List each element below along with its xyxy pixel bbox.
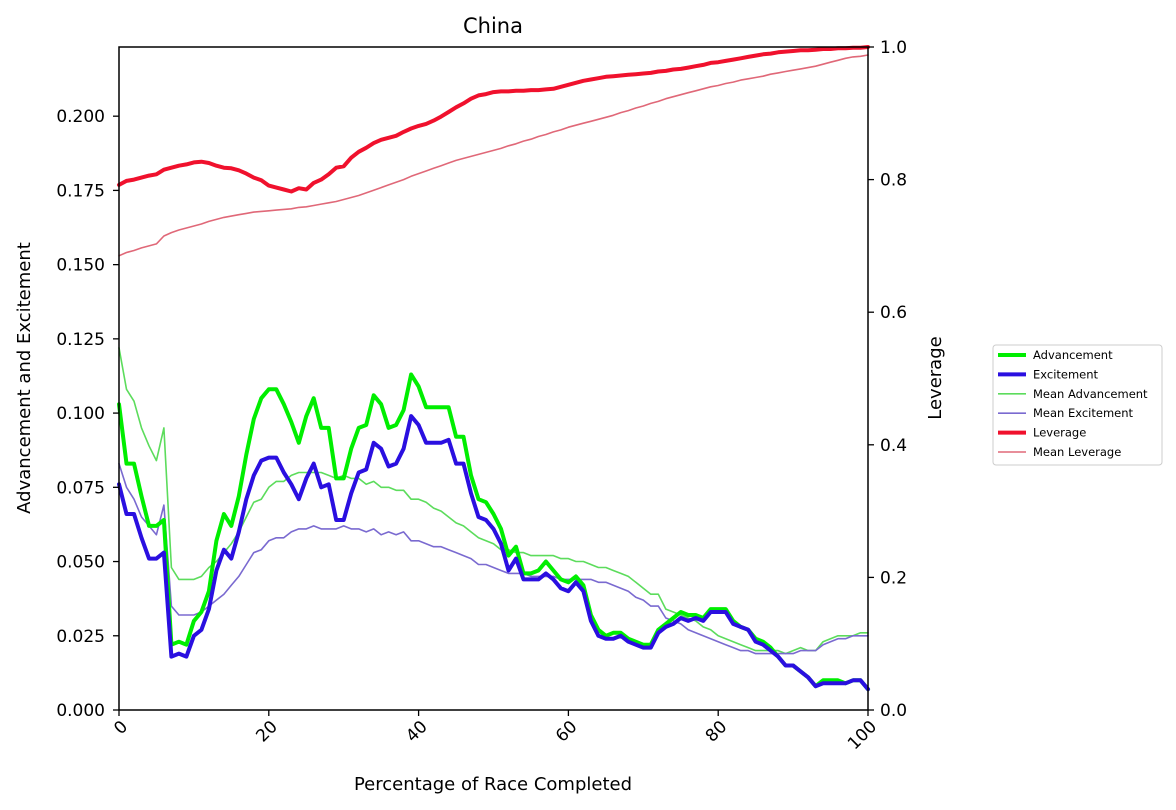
right-y-axis-title: Leverage bbox=[925, 336, 946, 419]
series-layer bbox=[117, 45, 870, 692]
legend-label-mean-advancement: Mean Advancement bbox=[1033, 387, 1148, 401]
left-y-axis-title: Advancement and Excitement bbox=[14, 242, 35, 514]
legend-label-mean-excitement: Mean Excitement bbox=[1033, 406, 1134, 420]
series-line-mean-excitement bbox=[118, 462, 869, 655]
right-y-tick-label: 0.2 bbox=[880, 568, 907, 588]
legend-label-excitement: Excitement bbox=[1033, 367, 1099, 381]
left-y-tick-label: 0.200 bbox=[56, 107, 105, 127]
left-y-tick-label: 0.100 bbox=[56, 404, 105, 424]
chart-title: China bbox=[463, 14, 523, 38]
x-tick-label: 40 bbox=[402, 717, 431, 746]
legend-label-leverage: Leverage bbox=[1033, 426, 1086, 440]
legend-label-advancement: Advancement bbox=[1033, 348, 1113, 362]
x-tick-label: 20 bbox=[252, 717, 281, 746]
x-axis-title: Percentage of Race Completed bbox=[354, 774, 632, 795]
right-y-tick-label: 0.8 bbox=[880, 171, 907, 191]
x-tick-label: 80 bbox=[702, 717, 731, 746]
right-y-tick-label: 0.6 bbox=[880, 303, 907, 323]
series-line-excitement bbox=[117, 414, 870, 692]
left-y-tick-label: 0.150 bbox=[56, 256, 105, 276]
right-y-tick-label: 0.4 bbox=[880, 436, 907, 456]
legend-box bbox=[992, 344, 1163, 466]
left-y-tick-label: 0.000 bbox=[56, 701, 105, 721]
series-line-leverage bbox=[117, 45, 870, 194]
x-tick-label: 0 bbox=[110, 717, 132, 739]
left-y-tick-label: 0.175 bbox=[56, 181, 105, 201]
legend: Advancement Excitement Mean Advancement Mea… bbox=[992, 344, 1163, 466]
left-y-tick-label: 0.050 bbox=[56, 553, 105, 573]
right-y-tick-label: 1.0 bbox=[880, 38, 907, 58]
legend-label-mean-leverage: Mean Leverage bbox=[1033, 445, 1121, 459]
plot-frame bbox=[118, 46, 869, 711]
series-line-mean-leverage bbox=[118, 54, 869, 257]
left-y-tick-label: 0.125 bbox=[56, 330, 105, 350]
left-y-tick-label: 0.075 bbox=[56, 478, 105, 498]
right-y-tick-label: 0.0 bbox=[880, 701, 907, 721]
x-tick-label: 60 bbox=[552, 717, 581, 746]
left-y-tick-label: 0.025 bbox=[56, 627, 105, 647]
axes-layer: 0.000 0.025 0.050 0.075 0.100 0.125 0.150 0.175… bbox=[56, 38, 907, 754]
x-tick-label: 100 bbox=[844, 717, 881, 754]
series-line-mean-advancement bbox=[118, 347, 869, 655]
